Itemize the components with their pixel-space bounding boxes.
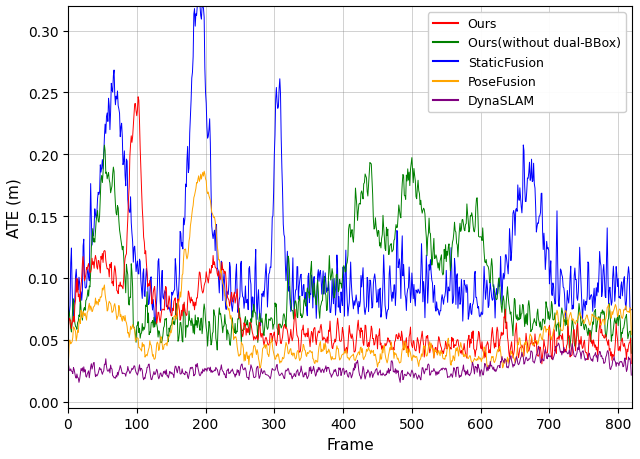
StaticFusion <box>431 305 439 311</box>
StaticFusion <box>193 4 201 10</box>
Ours <box>151 284 159 290</box>
Line: DynaSLAM: DynaSLAM <box>68 343 631 382</box>
DynaSLAM <box>198 370 206 376</box>
Ours(without dual-BBox) <box>64 337 72 342</box>
Ours <box>306 344 314 350</box>
Line: StaticFusion: StaticFusion <box>68 7 631 358</box>
Ours(without dual-BBox) <box>627 351 635 356</box>
Y-axis label: ATE (m): ATE (m) <box>7 178 22 237</box>
StaticFusion <box>627 307 635 313</box>
Ours <box>218 270 225 275</box>
PoseFusion <box>64 368 72 373</box>
DynaSLAM <box>554 341 562 346</box>
PoseFusion <box>200 169 208 174</box>
DynaSLAM <box>431 369 439 375</box>
StaticFusion <box>306 291 314 297</box>
Ours <box>199 291 207 296</box>
Ours(without dual-BBox) <box>151 325 159 330</box>
Ours(without dual-BBox) <box>100 143 108 149</box>
Ours <box>627 361 635 367</box>
StaticFusion <box>411 297 419 302</box>
PoseFusion <box>218 269 225 274</box>
PoseFusion <box>627 332 635 338</box>
X-axis label: Frame: Frame <box>326 437 374 452</box>
DynaSLAM <box>217 366 225 372</box>
Line: PoseFusion: PoseFusion <box>68 172 631 370</box>
Ours(without dual-BBox) <box>218 317 225 322</box>
Ours <box>538 361 546 367</box>
Ours <box>134 95 142 101</box>
DynaSLAM <box>396 380 404 385</box>
DynaSLAM <box>627 373 635 378</box>
DynaSLAM <box>411 372 419 378</box>
DynaSLAM <box>64 374 72 379</box>
Ours(without dual-BBox) <box>306 278 314 283</box>
Line: Ours(without dual-BBox): Ours(without dual-BBox) <box>68 146 631 353</box>
StaticFusion <box>199 4 207 10</box>
PoseFusion <box>198 173 206 179</box>
Ours <box>431 345 439 351</box>
Legend: Ours, Ours(without dual-BBox), StaticFusion, PoseFusion, DynaSLAM: Ours, Ours(without dual-BBox), StaticFus… <box>428 13 626 113</box>
DynaSLAM <box>150 369 158 375</box>
PoseFusion <box>411 353 419 359</box>
PoseFusion <box>150 356 158 362</box>
Ours(without dual-BBox) <box>431 256 439 261</box>
Ours <box>411 347 419 352</box>
DynaSLAM <box>305 365 313 370</box>
StaticFusion <box>64 355 72 360</box>
StaticFusion <box>218 259 225 264</box>
Ours <box>64 347 72 352</box>
Ours(without dual-BBox) <box>411 173 419 179</box>
PoseFusion <box>431 349 439 355</box>
Line: Ours: Ours <box>68 98 631 364</box>
StaticFusion <box>150 306 158 312</box>
PoseFusion <box>306 348 314 353</box>
Ours(without dual-BBox) <box>199 324 207 330</box>
